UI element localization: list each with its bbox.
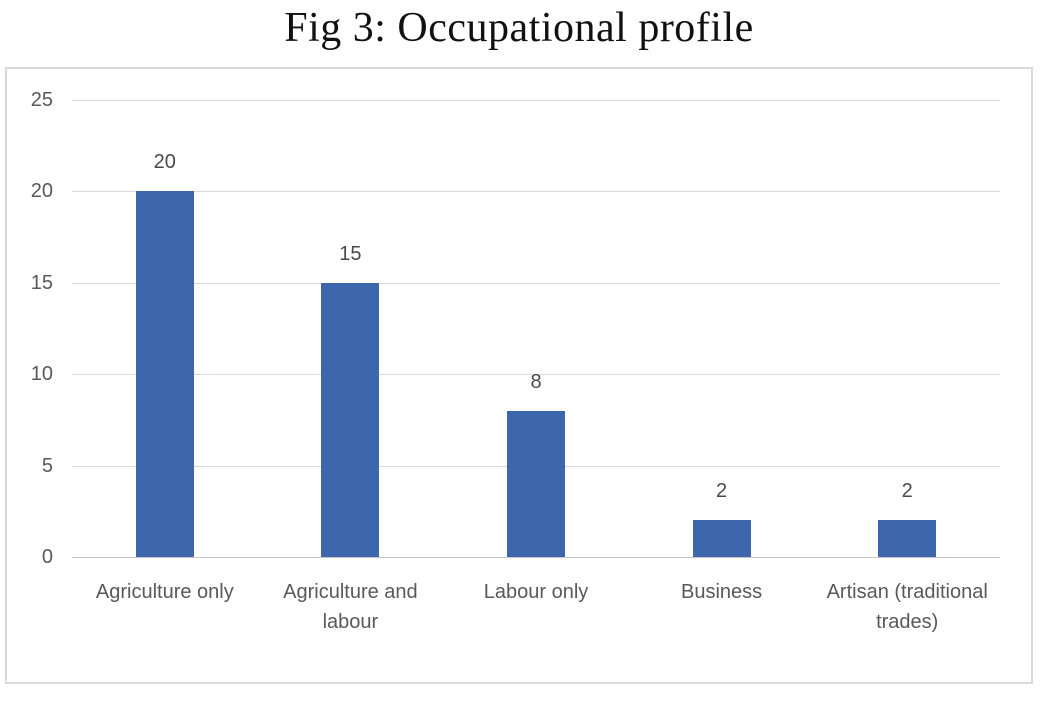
data-label-4: 2: [901, 480, 913, 503]
gridline-y-25: [72, 100, 1000, 101]
y-axis-tick-label: 25: [30, 89, 53, 111]
bar-4: [878, 520, 937, 557]
chart-title: Fig 3: Occupational profile: [284, 5, 754, 51]
data-label-1: 15: [339, 242, 362, 265]
data-label-3: 2: [716, 480, 728, 503]
x-axis-category-label: Business: [681, 581, 763, 603]
y-axis-tick-label: 0: [41, 546, 53, 568]
data-label-0: 20: [153, 151, 176, 174]
data-label-2: 8: [530, 370, 542, 393]
chart-frame: 0 5 10 15 20 25 20 Agriculture only 15 Agricultur…: [5, 67, 1033, 684]
bar-1: [321, 282, 380, 557]
x-axis-category-label: Agriculture and labour: [283, 581, 418, 633]
x-axis-category-label: Labour only: [483, 581, 589, 603]
gridline-y-20: [72, 191, 1000, 193]
x-axis-category-label: Agriculture only: [95, 581, 234, 603]
y-axis-tick-label: 10: [30, 363, 53, 386]
y-axis-tick-label: 5: [41, 454, 53, 477]
gridline-y-10: [72, 374, 1000, 376]
y-axis-tick-label: 20: [30, 180, 53, 203]
x-axis-category-label: Artisan (traditional trades): [826, 581, 988, 633]
y-axis-tick-label: 15: [30, 271, 53, 294]
bar-0: [135, 191, 194, 557]
gridline-y-15: [72, 282, 1000, 284]
bar-2: [507, 410, 565, 557]
gridline-y-0: [72, 557, 1000, 558]
bar-3: [692, 520, 751, 557]
